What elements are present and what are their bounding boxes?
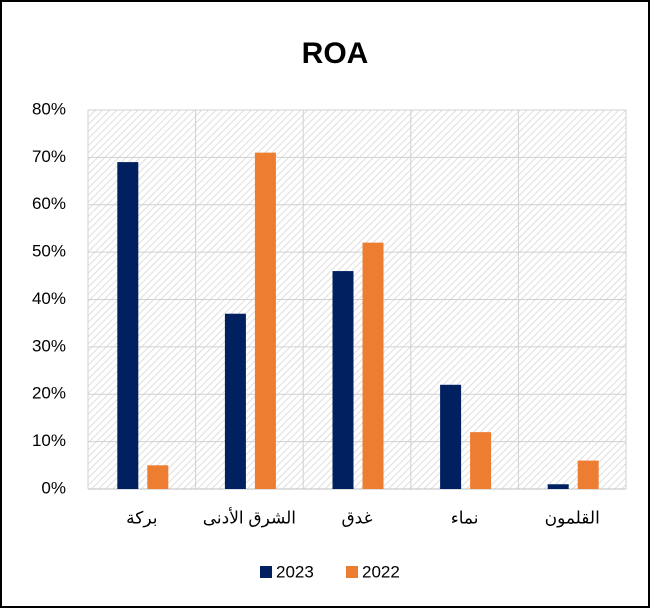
x-tick-label: القلمون	[545, 508, 600, 527]
legend-label: 2022	[362, 562, 400, 581]
legend-swatch	[260, 566, 272, 578]
bar	[440, 384, 462, 489]
bar	[577, 460, 599, 489]
bar	[332, 271, 354, 489]
y-tick-label: 20%	[32, 384, 66, 403]
bar	[470, 432, 492, 489]
y-tick-label: 10%	[32, 431, 66, 450]
y-tick-label: 60%	[32, 194, 66, 213]
x-tick-label: نماء	[451, 508, 479, 527]
bar	[117, 162, 139, 490]
x-tick-label: بركة	[126, 508, 157, 527]
bar	[224, 313, 246, 489]
bar	[362, 242, 384, 489]
legend-swatch	[346, 566, 358, 578]
x-tick-label: الشرق الأدنى	[203, 507, 296, 527]
y-tick-label: 30%	[32, 336, 66, 355]
bar	[147, 465, 169, 489]
bar	[547, 484, 569, 489]
y-tick-label: 50%	[32, 242, 66, 261]
legend-label: 2023	[276, 562, 314, 581]
y-tick-label: 80%	[32, 99, 66, 118]
y-tick-label: 70%	[32, 147, 66, 166]
y-tick-label: 0%	[41, 478, 66, 497]
y-tick-label: 40%	[32, 289, 66, 308]
bar	[254, 152, 276, 489]
x-tick-label: غدق	[341, 508, 372, 527]
chart-title: ROA	[302, 37, 369, 70]
